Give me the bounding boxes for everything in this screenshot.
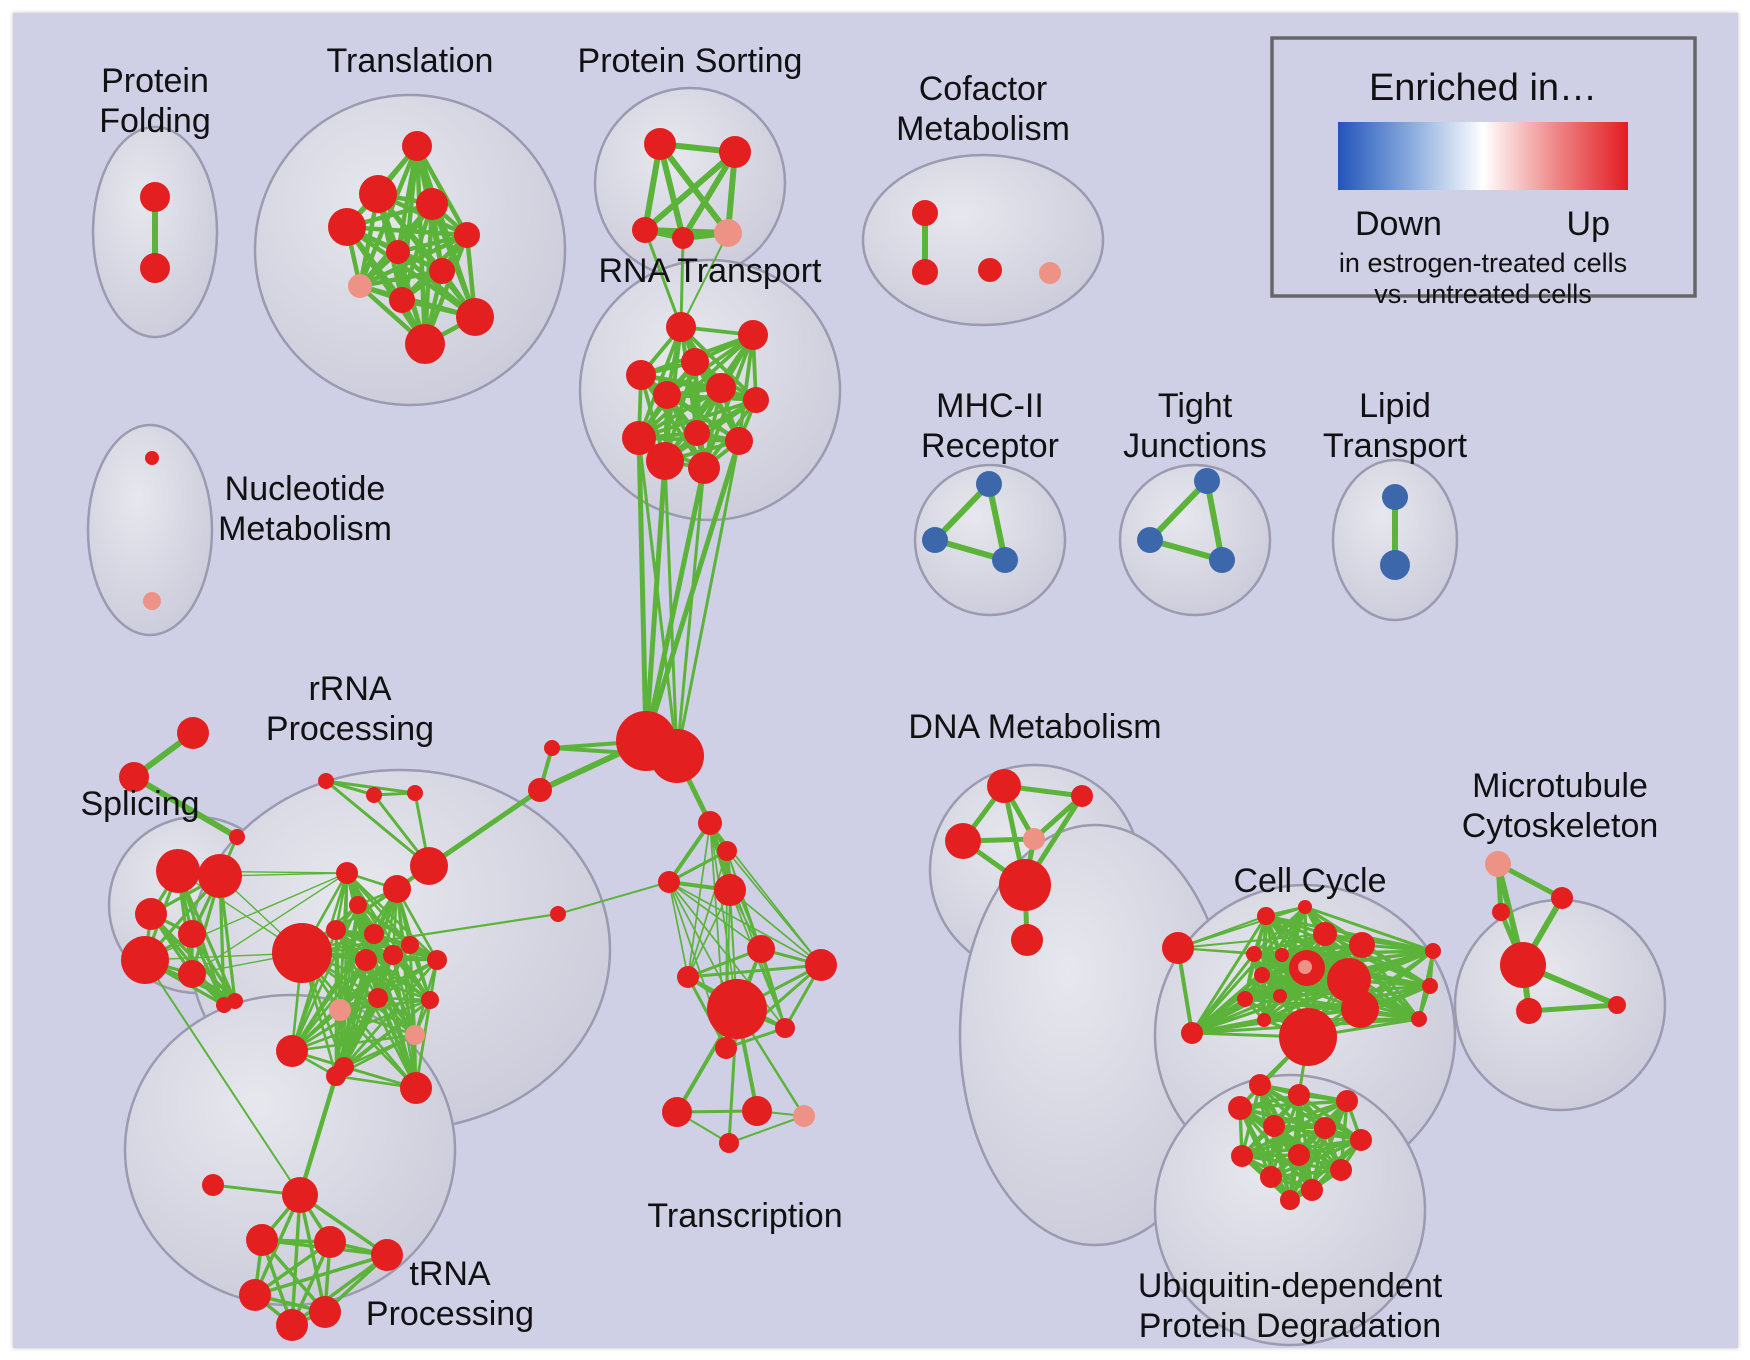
svg-text:rRNA: rRNA [308,670,391,708]
svg-text:Cytoskeleton: Cytoskeleton [1462,807,1659,845]
svg-text:Protein Sorting: Protein Sorting [578,42,803,80]
svg-text:Metabolism: Metabolism [896,110,1070,148]
svg-text:Processing: Processing [266,710,434,748]
svg-text:MHC-II: MHC-II [936,387,1044,425]
svg-text:Receptor: Receptor [921,427,1059,465]
svg-text:Tight: Tight [1158,387,1233,425]
svg-text:Microtubule: Microtubule [1472,767,1648,805]
svg-text:Metabolism: Metabolism [218,510,392,548]
svg-text:Transcription: Transcription [647,1197,842,1235]
svg-text:tRNA: tRNA [409,1255,491,1293]
svg-text:Nucleotide: Nucleotide [225,470,386,508]
svg-text:Enriched in…: Enriched in… [1369,67,1597,109]
svg-text:Down: Down [1355,205,1442,243]
svg-text:Splicing: Splicing [80,785,199,823]
svg-text:Protein: Protein [101,62,209,100]
svg-text:Up: Up [1567,205,1610,243]
svg-text:DNA Metabolism: DNA Metabolism [908,708,1161,746]
svg-text:Processing: Processing [366,1295,534,1333]
svg-text:Protein Degradation: Protein Degradation [1139,1307,1441,1345]
svg-text:Folding: Folding [99,102,211,140]
svg-text:Lipid: Lipid [1359,387,1431,425]
svg-text:Translation: Translation [327,42,494,80]
svg-text:RNA Transport: RNA Transport [599,252,823,290]
svg-text:vs. untreated cells: vs. untreated cells [1374,279,1592,309]
svg-text:Ubiquitin-dependent: Ubiquitin-dependent [1138,1267,1443,1305]
svg-text:Cell Cycle: Cell Cycle [1233,862,1386,900]
svg-text:Cofactor: Cofactor [919,70,1048,108]
svg-text:Junctions: Junctions [1123,427,1267,465]
svg-text:in estrogen-treated cells: in estrogen-treated cells [1339,248,1627,278]
svg-text:Transport: Transport [1323,427,1468,465]
